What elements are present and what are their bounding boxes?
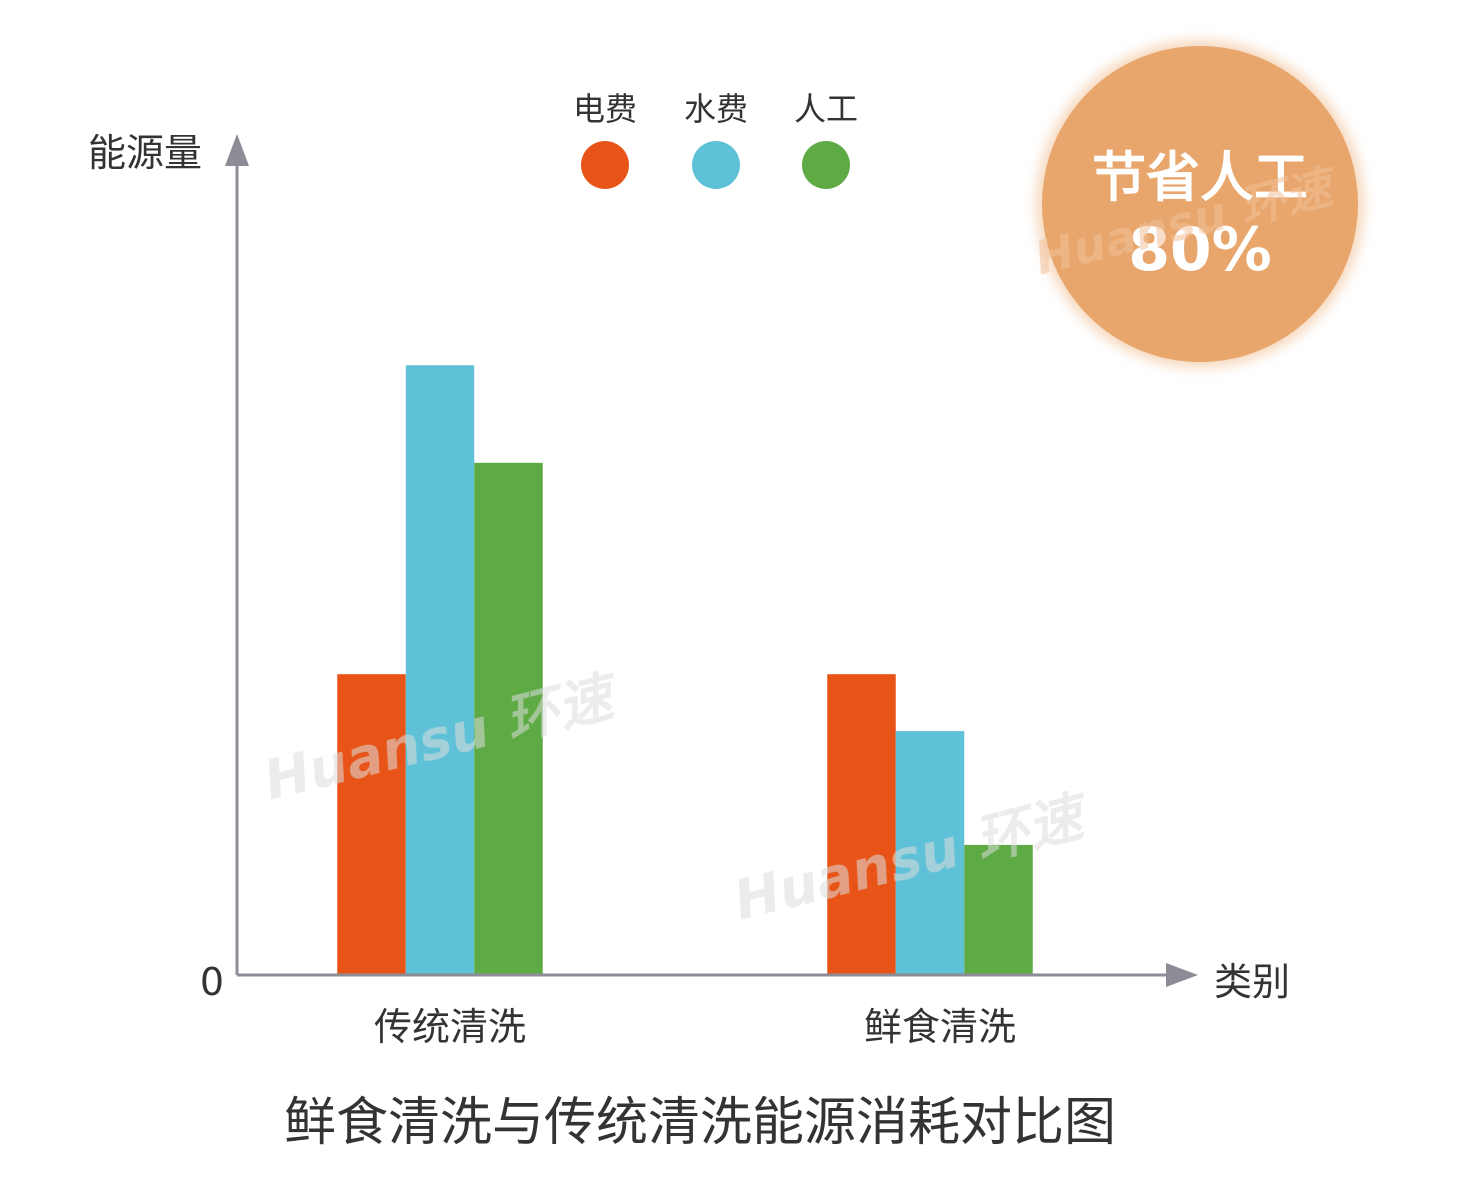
bar-水费-传统清洗 xyxy=(405,365,475,975)
category-labels: 传统清洗 鲜食清洗 xyxy=(374,1005,1016,1049)
legend-label: 人工 xyxy=(794,90,858,128)
bar-人工-鲜食清洗 xyxy=(964,844,1033,975)
legend-label: 水费 xyxy=(684,90,748,128)
savings-badge: 节省人工 80% xyxy=(1036,40,1364,368)
legend-swatch xyxy=(802,141,850,189)
bar-电费-鲜食清洗 xyxy=(827,674,896,975)
bar-电费-传统清洗 xyxy=(337,674,406,975)
badge-circle xyxy=(1042,46,1358,362)
legend-swatch xyxy=(692,141,740,189)
x-tick-label: 鲜食清洗 xyxy=(864,1005,1016,1049)
bar-水费-鲜食清洗 xyxy=(895,731,965,975)
badge-line1: 节省人工 xyxy=(1092,146,1308,209)
x-tick-label: 传统清洗 xyxy=(374,1005,526,1049)
axes xyxy=(225,134,1198,987)
legend-swatch xyxy=(581,141,629,189)
legend: 电费 水费 人工 xyxy=(573,90,858,189)
chart-title: 鲜食清洗与传统清洗能源消耗对比图 xyxy=(284,1093,1116,1153)
bars xyxy=(337,365,1033,975)
bar-人工-传统清洗 xyxy=(474,462,543,975)
legend-label: 电费 xyxy=(573,90,637,128)
badge-line2: 80% xyxy=(1128,215,1272,285)
x-axis-label: 类别 xyxy=(1214,960,1290,1004)
y-tick-label-zero: 0 xyxy=(200,960,224,1004)
x-axis-arrow xyxy=(1166,963,1198,987)
y-axis-label: 能源量 xyxy=(88,131,202,175)
y-axis-arrow xyxy=(225,134,249,166)
